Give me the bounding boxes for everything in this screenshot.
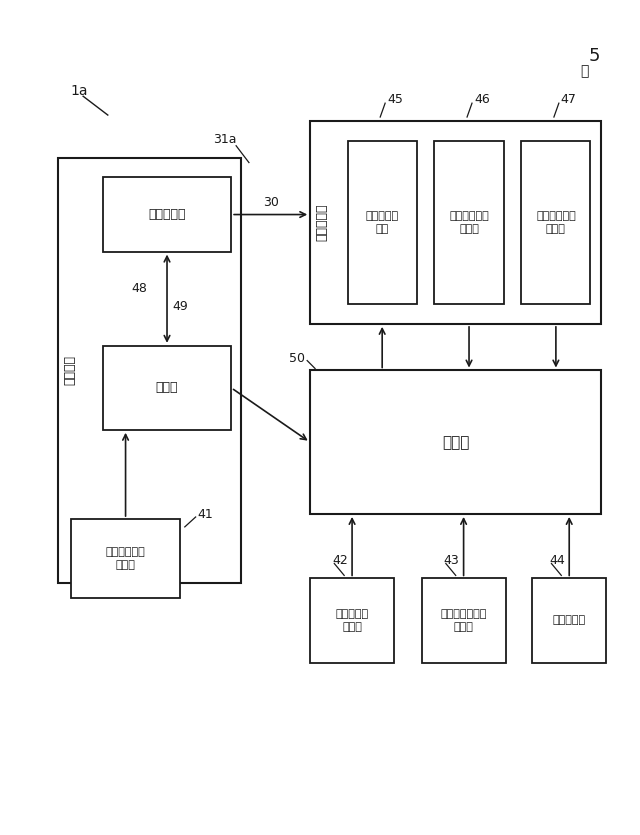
Bar [435,141,504,304]
Text: 43: 43 [444,554,460,567]
Bar [522,141,591,304]
Text: モータ駆動
回路: モータ駆動 回路 [365,211,399,234]
Text: 1a: 1a [70,84,88,99]
Text: 制御部: 制御部 [156,382,179,394]
Text: 42: 42 [332,554,348,567]
Text: 45: 45 [387,93,403,106]
Text: 電動モータ: 電動モータ [316,204,328,241]
Text: 44: 44 [550,554,565,567]
Text: 47: 47 [561,93,577,106]
Text: 制御部: 制御部 [442,435,469,450]
Text: 30: 30 [262,196,278,209]
Text: 入力トルク
検出部: 入力トルク 検出部 [335,610,369,631]
Text: バッテリ: バッテリ [64,356,77,386]
Text: 48: 48 [131,282,147,296]
Text: 50: 50 [289,352,305,365]
Bar [103,346,231,430]
Text: バッテリ状態
検出部: バッテリ状態 検出部 [106,548,145,569]
Text: クランク回転数
検出部: クランク回転数 検出部 [440,610,487,631]
Bar [310,371,602,514]
Text: 図: 図 [580,64,589,78]
Text: 49: 49 [172,300,188,313]
Text: 5: 5 [589,47,600,64]
Bar [348,141,417,304]
Text: 無線通信部: 無線通信部 [148,208,186,221]
Bar [58,158,241,584]
Text: モータ回転数
検出部: モータ回転数 検出部 [536,211,576,234]
Text: 41: 41 [198,508,213,520]
Text: 31a: 31a [212,134,236,146]
Text: 操作パネル: 操作パネル [553,615,586,625]
Bar [422,579,506,662]
Bar [532,579,606,662]
Text: モータトルク
検出部: モータトルク 検出部 [449,211,489,234]
Bar [310,579,394,662]
Bar [310,121,602,324]
Bar [71,519,180,598]
Text: 46: 46 [474,93,490,106]
Bar [103,177,231,251]
